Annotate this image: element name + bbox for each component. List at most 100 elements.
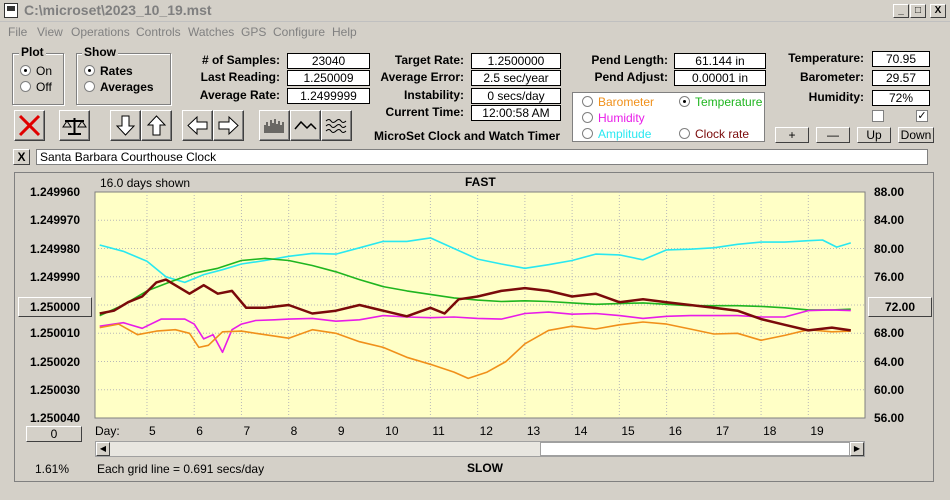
line-graph-icon — [294, 120, 317, 130]
up-button[interactable]: Up — [857, 127, 891, 143]
show-averages-radio[interactable]: Averages — [84, 80, 154, 94]
pend-adjust-field: 0.00001 in — [674, 70, 766, 86]
plot-on-label: On — [36, 64, 53, 78]
arrow-left-button[interactable] — [182, 110, 213, 141]
last-reading-field: 1.250009 — [287, 70, 370, 86]
temperature-option-label: Temperature — [695, 95, 763, 109]
average-rate-field: 1.2499999 — [287, 88, 370, 104]
menu-watches[interactable]: Watches — [188, 25, 235, 39]
clear-name-button[interactable]: X — [13, 149, 30, 165]
y-right-tick-label: 60.00 — [874, 382, 905, 397]
temperature-label: Temperature: — [788, 51, 864, 65]
percent-label: 1.61% — [35, 462, 70, 476]
center-rate-button[interactable]: 1.250000 — [18, 297, 92, 317]
down-button[interactable]: Down — [898, 127, 934, 143]
option-checkbox-2[interactable]: ✓ — [916, 110, 928, 122]
y-left-tick-label: 1.250040 — [30, 411, 81, 425]
samples-field: 23040 — [287, 53, 370, 69]
plot-on-radio[interactable]: On — [20, 64, 52, 78]
humidity-field: 72% — [872, 90, 930, 106]
clock-rate-radio[interactable]: Clock rate — [679, 127, 749, 141]
range-plus-button[interactable]: + — [775, 127, 809, 143]
amplitude-option-label: Amplitude — [598, 127, 652, 141]
y-left-tick-label: 1.249970 — [30, 213, 81, 228]
x-tick-label: 13 — [526, 424, 541, 438]
arrow-down-icon — [115, 115, 136, 136]
balance-button[interactable] — [59, 110, 90, 141]
radio-empty-icon — [84, 81, 95, 92]
arrow-right-icon — [218, 115, 239, 136]
days-shown-label: 16.0 days shown — [100, 176, 191, 190]
x-tick-label: 7 — [243, 424, 251, 438]
red-x-icon — [18, 114, 41, 137]
average-error-field: 2.5 sec/year — [471, 70, 561, 86]
menu-gps[interactable]: GPS — [241, 25, 267, 39]
menu-view[interactable]: View — [37, 25, 63, 39]
humidity-radio[interactable]: Humidity — [582, 111, 645, 125]
range-minus-button[interactable]: — — [816, 127, 850, 143]
arrow-right-button[interactable] — [213, 110, 244, 141]
menu-configure[interactable]: Configure — [273, 25, 326, 39]
show-rates-radio[interactable]: Rates — [84, 64, 133, 78]
y-left-tick-label: 1.250010 — [30, 326, 81, 341]
day-axis-label: Day: — [95, 424, 120, 438]
minimize-button[interactable]: _ — [893, 4, 909, 18]
arrow-down-button[interactable] — [110, 110, 141, 141]
menu-controls[interactable]: Controls — [136, 25, 181, 39]
radio-empty-icon — [679, 128, 690, 139]
menu-operations[interactable]: Operations — [71, 25, 130, 39]
x-tick-label: 17 — [715, 424, 730, 438]
wave-icon — [325, 119, 347, 133]
y-left-tick-label: 1.249990 — [30, 269, 81, 284]
arrow-up-button[interactable] — [141, 110, 172, 141]
y-right-tick-label: 64.00 — [874, 354, 905, 369]
barometer-radio[interactable]: Barometer — [582, 95, 654, 109]
radio-empty-icon — [582, 96, 593, 107]
scroll-left-arrow-icon[interactable]: ◀ — [96, 442, 110, 456]
pend-length-label: Pend Length: — [591, 53, 668, 67]
stop-button[interactable] — [14, 110, 45, 141]
radio-selected-icon — [20, 65, 31, 76]
plot-off-radio[interactable]: Off — [20, 80, 52, 94]
menu-file[interactable]: File — [8, 25, 28, 39]
amplitude-radio[interactable]: Amplitude — [582, 127, 651, 141]
horizontal-scrollbar[interactable]: ◀ ▶ — [95, 441, 865, 457]
option-checkbox-1[interactable] — [872, 110, 884, 122]
y-right-tick-label: 76.00 — [874, 269, 905, 284]
average-rate-label: Average Rate: — [199, 88, 280, 102]
radio-empty-icon — [20, 81, 31, 92]
show-rates-label: Rates — [100, 64, 133, 78]
scrollbar-thumb[interactable] — [540, 442, 850, 456]
app-caption: MicroSet Clock and Watch Timer — [374, 129, 561, 143]
last-reading-label: Last Reading: — [200, 70, 280, 84]
humidity-label: Humidity: — [808, 90, 864, 104]
close-button[interactable]: X — [930, 4, 946, 18]
samples-label: # of Samples: — [201, 53, 280, 67]
pend-length-field: 61.144 in — [674, 53, 766, 69]
menu-help[interactable]: Help — [332, 25, 357, 39]
x-tick-label: 12 — [479, 424, 493, 438]
center-env-button[interactable]: 72.00 — [868, 297, 932, 317]
y-left-tick-label: 1.250030 — [30, 382, 81, 397]
average-error-label: Average Error: — [380, 70, 464, 84]
histogram-button[interactable] — [259, 110, 290, 141]
x-tick-label: 16 — [668, 424, 682, 438]
scroll-right-arrow-icon[interactable]: ▶ — [850, 442, 864, 456]
series-selector-box — [572, 92, 765, 142]
zero-button[interactable]: 0 — [26, 426, 82, 442]
y-left-tick-label: 1.249980 — [30, 241, 81, 256]
maximize-button[interactable]: □ — [910, 4, 926, 18]
wave-button[interactable] — [321, 110, 352, 141]
clock-name-input[interactable]: Santa Barbara Courthouse Clock — [36, 149, 928, 165]
x-tick-label: 18 — [763, 424, 777, 438]
x-tick-label: 5 — [148, 424, 156, 438]
y-right-tick-label: 84.00 — [874, 213, 905, 228]
instability-label: Instability: — [403, 88, 464, 102]
temperature-radio[interactable]: Temperature — [679, 95, 762, 109]
x-tick-label: 15 — [621, 424, 635, 438]
line-graph-button[interactable] — [290, 110, 321, 141]
show-group — [76, 53, 171, 105]
y-right-tick-label: 88.00 — [874, 185, 905, 199]
plot-off-label: Off — [36, 80, 52, 94]
fast-label: FAST — [465, 175, 496, 189]
